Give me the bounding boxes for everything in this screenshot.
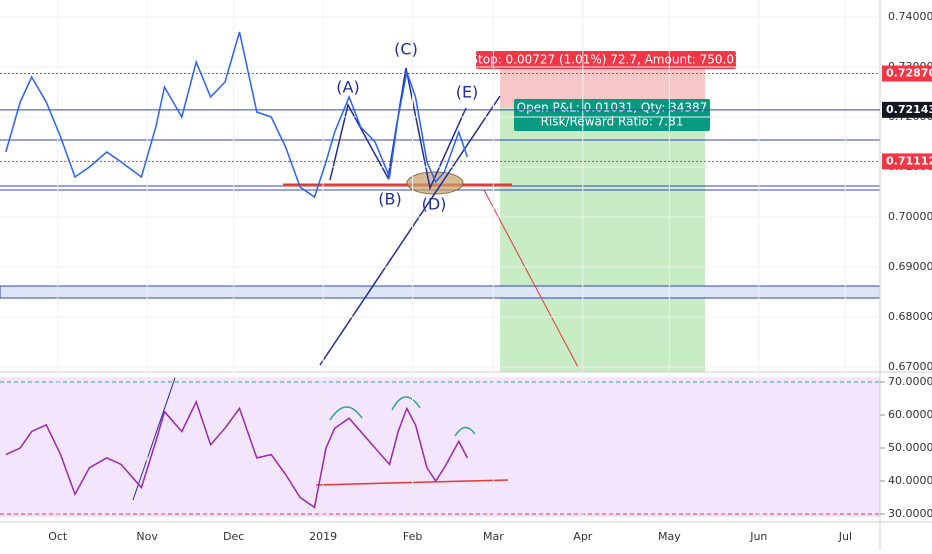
level-label: 0.72143	[886, 103, 932, 116]
wave-label: (B)	[378, 190, 401, 209]
level-badge	[882, 153, 932, 170]
x-tick-label: Jul	[838, 530, 852, 543]
rsi-trend	[132, 377, 176, 501]
x-tick-label: Jun	[749, 530, 767, 543]
wave-label: (E)	[456, 83, 479, 102]
x-tick-label: 2019	[309, 530, 337, 543]
y-tick-label: 0.67000	[888, 360, 932, 373]
x-tick-label: Apr	[573, 530, 593, 543]
support-zone	[0, 285, 881, 299]
y2-tick-label: 30.0000	[888, 507, 932, 520]
rsi-arc	[329, 396, 476, 437]
pnl-label: Open P&L: 0.01031, Qty: 34387	[517, 101, 708, 115]
rsi-line	[5, 399, 469, 509]
rsi-support	[315, 479, 509, 486]
trendline	[319, 95, 501, 366]
x-tick-label: Dec	[223, 530, 244, 543]
y-tick-label: 0.70000	[888, 210, 932, 223]
x-tick-label: Nov	[136, 530, 158, 543]
target-zone	[500, 107, 705, 372]
wave-label: (A)	[336, 78, 359, 97]
y-tick-label: 0.68000	[888, 310, 932, 323]
pnl-badge	[514, 99, 710, 131]
x-tick-label: Feb	[403, 530, 422, 543]
y-tick-label: 0.69000	[888, 260, 932, 273]
x-tick-label: Mar	[483, 530, 504, 543]
stop-label: Stop: 0.00727 (1.01%) 72.7, Amount: 750.…	[470, 53, 741, 67]
level-label: 0.72870	[886, 67, 932, 80]
price-line	[5, 31, 469, 199]
rsi-background	[0, 377, 880, 517]
level-badge	[882, 101, 932, 118]
wave-label: (C)	[394, 40, 418, 59]
level-label: 0.71112	[886, 154, 932, 167]
y2-tick-label: 50.0000	[888, 441, 932, 454]
x-tick-label: Oct	[48, 530, 68, 543]
y2-tick-label: 40.0000	[888, 474, 932, 487]
projection	[483, 189, 579, 368]
x-tick-label: May	[658, 530, 681, 543]
level-badge	[882, 65, 932, 82]
y2-tick-label: 70.0000	[888, 375, 932, 388]
stop-badge	[476, 51, 736, 69]
wave-label: (D)	[422, 195, 447, 214]
y2-tick-label: 60.0000	[888, 408, 932, 421]
rr-label: Risk/Reward Ratio: 7.81	[541, 115, 684, 129]
y-tick-label: 0.74000	[888, 10, 932, 23]
